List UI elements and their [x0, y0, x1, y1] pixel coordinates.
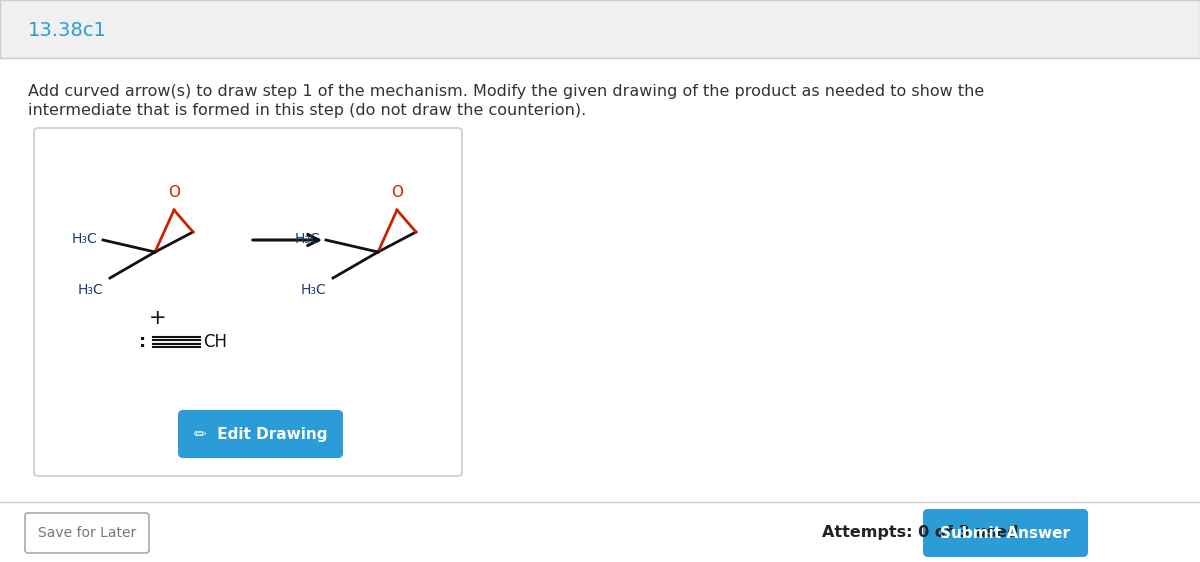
FancyBboxPatch shape	[25, 513, 149, 553]
FancyBboxPatch shape	[0, 0, 1200, 58]
Text: 13.38c1: 13.38c1	[28, 20, 107, 39]
Text: O: O	[168, 185, 180, 200]
Text: H₃C: H₃C	[77, 283, 103, 297]
Text: Submit Answer: Submit Answer	[941, 525, 1070, 541]
Text: CH: CH	[203, 333, 227, 351]
FancyBboxPatch shape	[34, 128, 462, 476]
FancyBboxPatch shape	[178, 410, 343, 458]
Text: H₃C: H₃C	[294, 232, 320, 246]
Text: +: +	[149, 308, 167, 328]
Text: Save for Later: Save for Later	[38, 526, 136, 540]
FancyBboxPatch shape	[923, 509, 1088, 557]
Text: Add curved arrow(s) to draw step 1 of the mechanism. Modify the given drawing of: Add curved arrow(s) to draw step 1 of th…	[28, 84, 984, 99]
Text: ✏  Edit Drawing: ✏ Edit Drawing	[193, 427, 328, 442]
Text: Attempts: 0 of 3 used: Attempts: 0 of 3 used	[822, 525, 1019, 541]
Text: H₃C: H₃C	[300, 283, 326, 297]
Text: O: O	[391, 185, 403, 200]
Text: H₃C: H₃C	[71, 232, 97, 246]
FancyBboxPatch shape	[0, 58, 1200, 562]
Text: :: :	[139, 333, 146, 351]
Text: intermediate that is formed in this step (do not draw the counterion).: intermediate that is formed in this step…	[28, 103, 587, 118]
FancyBboxPatch shape	[0, 502, 1200, 562]
